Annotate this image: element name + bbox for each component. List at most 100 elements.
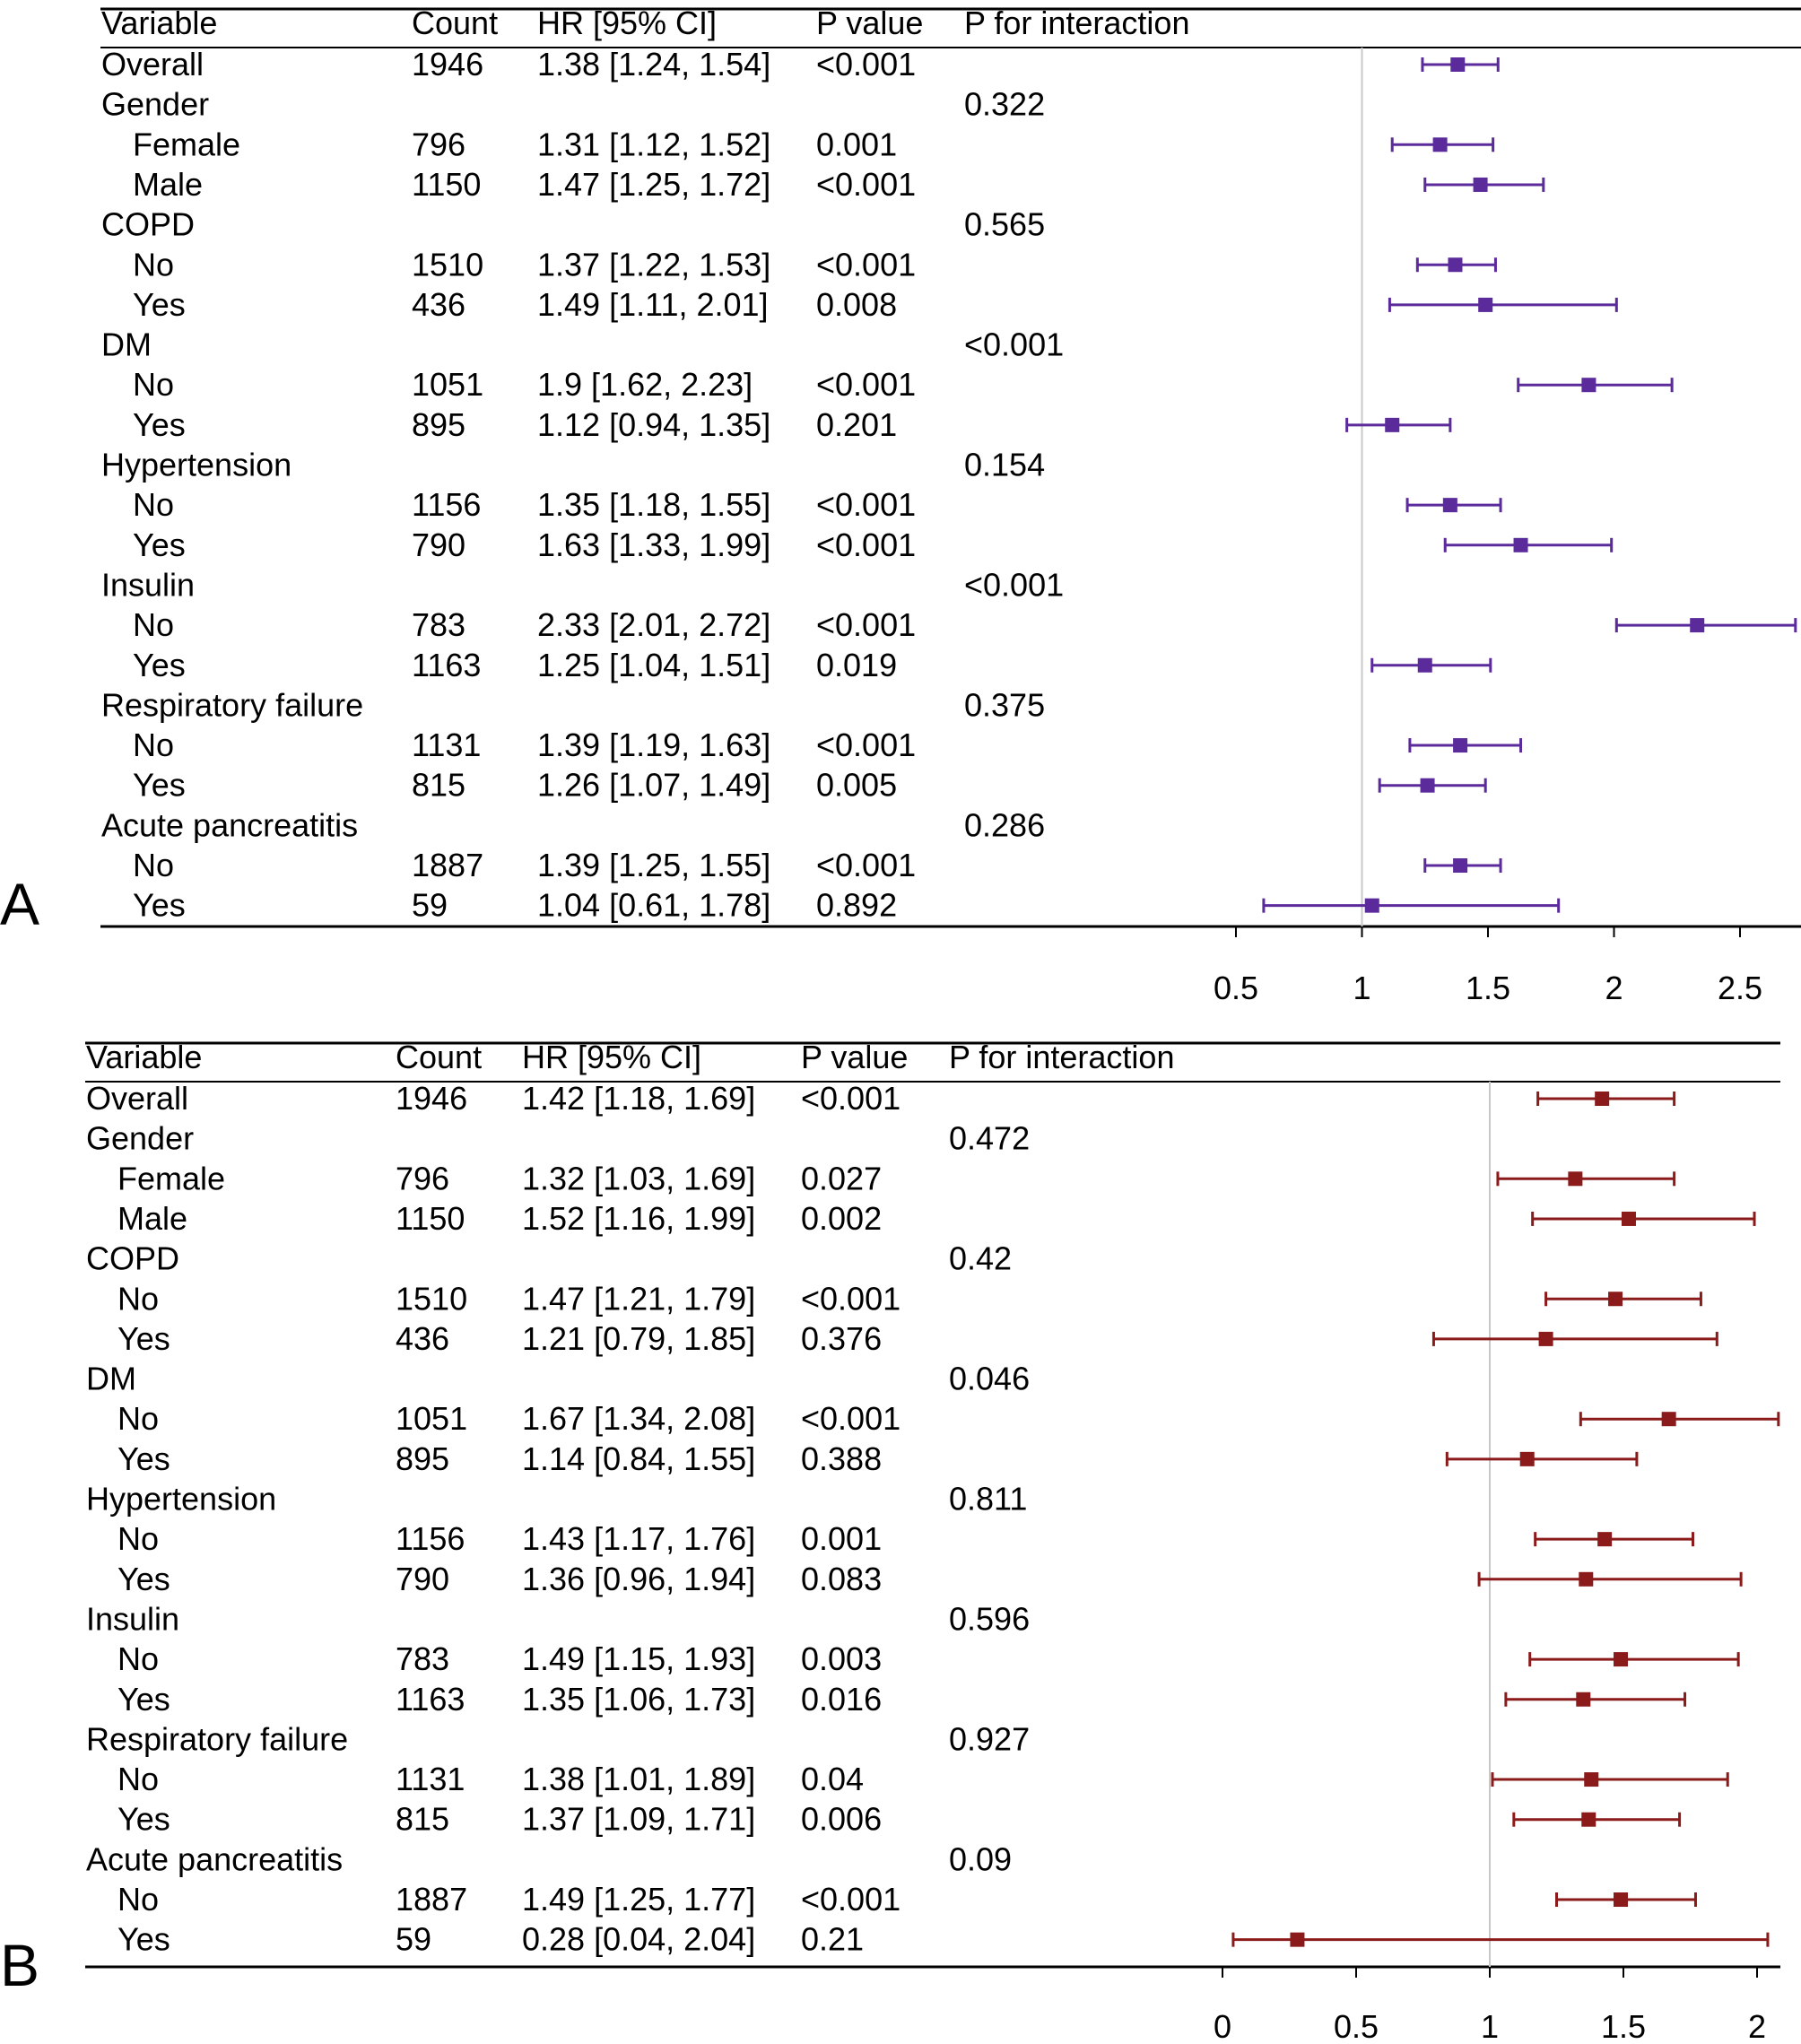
row-hr-ci: 1.25 [1.04, 1.51] — [537, 647, 770, 683]
row-count: 1946 — [412, 46, 483, 83]
row-label: Insulin — [86, 1600, 179, 1637]
row-hr-ci: 1.37 [1.09, 1.71] — [522, 1801, 755, 1838]
x-tick-label: 1 — [1353, 970, 1370, 1006]
row-hr-ci: 1.52 [1.16, 1.99] — [522, 1200, 755, 1237]
row-label: Gender — [101, 86, 209, 123]
row-label: Overall — [86, 1080, 188, 1117]
hr-point — [1478, 297, 1493, 312]
row-p-value: 0.376 — [801, 1320, 882, 1357]
hr-point — [1417, 657, 1432, 673]
row-p-interaction: 0.322 — [964, 86, 1045, 123]
hr-point — [1579, 1571, 1594, 1587]
row-count: 1510 — [412, 246, 483, 283]
row-label: No — [117, 1280, 159, 1317]
hr-point — [1595, 1092, 1610, 1106]
row-count: 1051 — [412, 366, 483, 403]
row-p-value: 0.388 — [801, 1440, 882, 1477]
header-variable: Variable — [101, 4, 217, 41]
row-label: Yes — [133, 887, 186, 924]
row-label: Respiratory failure — [86, 1720, 348, 1757]
row-count: 815 — [412, 767, 465, 804]
hr-point — [1621, 1211, 1636, 1226]
row-count: 1131 — [396, 1761, 465, 1797]
row-label: Insulin — [101, 566, 195, 603]
row-label: No — [117, 1881, 159, 1918]
row-label: Overall — [101, 46, 204, 83]
forest-plot-a-svg: Variable Count HR [95% CI] P value P for int… — [100, 4, 1801, 1006]
row-count: 59 — [412, 887, 448, 924]
row-label: Yes — [133, 526, 186, 563]
row-p-value: 0.002 — [801, 1200, 882, 1237]
row-hr-ci: 1.43 [1.17, 1.76] — [522, 1520, 755, 1557]
row-label: Female — [117, 1160, 225, 1196]
x-tick-label: 1.5 — [1601, 2008, 1646, 2044]
row-p-interaction: 0.286 — [964, 806, 1045, 843]
row-p-value: 0.201 — [816, 406, 897, 443]
row-p-interaction: <0.001 — [964, 326, 1064, 363]
row-label: Gender — [86, 1120, 194, 1157]
hr-point — [1385, 417, 1400, 432]
hr-point — [1453, 738, 1468, 753]
hr-point — [1608, 1292, 1623, 1307]
header-p-interaction: P for interaction — [949, 1039, 1174, 1075]
row-p-interaction: 0.927 — [949, 1720, 1030, 1757]
row-p-interaction: 0.596 — [949, 1600, 1030, 1637]
row-label: No — [117, 1761, 159, 1797]
row-p-interaction: 0.42 — [949, 1240, 1012, 1277]
hr-point — [1448, 257, 1463, 273]
row-hr-ci: 1.26 [1.07, 1.49] — [537, 767, 770, 804]
row-hr-ci: 1.67 [1.34, 2.08] — [522, 1400, 755, 1437]
x-tick-label: 0 — [1214, 2008, 1231, 2044]
row-hr-ci: 1.49 [1.11, 2.01] — [537, 286, 769, 323]
row-count: 1150 — [412, 166, 481, 203]
row-count: 790 — [412, 526, 465, 563]
hr-point — [1614, 1652, 1629, 1667]
row-count: 895 — [412, 406, 465, 443]
x-tick-label: 2 — [1605, 970, 1623, 1006]
row-p-value: 0.016 — [801, 1681, 882, 1718]
forest-plot-panel-b: Variable Count HR [95% CI] P value P for int… — [0, 1039, 1801, 2044]
header-p-interaction: P for interaction — [964, 4, 1189, 41]
row-label: No — [133, 726, 174, 763]
row-hr-ci: 1.32 [1.03, 1.69] — [522, 1160, 755, 1196]
row-label: Male — [133, 166, 203, 203]
row-label: Yes — [117, 1440, 170, 1477]
x-tick-label: 1.5 — [1466, 970, 1510, 1006]
row-label: No — [133, 486, 174, 523]
row-count: 1163 — [412, 647, 481, 683]
row-count: 796 — [396, 1160, 449, 1196]
hr-point — [1290, 1932, 1305, 1947]
row-count: 436 — [396, 1320, 449, 1357]
row-p-value: 0.019 — [816, 647, 897, 683]
row-p-value: 0.006 — [801, 1801, 882, 1838]
row-p-value: <0.001 — [816, 847, 916, 883]
hr-point — [1442, 498, 1457, 513]
row-hr-ci: 1.9 [1.62, 2.23] — [537, 366, 753, 403]
row-hr-ci: 1.21 [0.79, 1.85] — [522, 1320, 755, 1357]
hr-point — [1690, 618, 1705, 633]
header-p-value: P value — [816, 4, 923, 41]
hr-point — [1661, 1412, 1676, 1427]
row-p-value: <0.001 — [816, 486, 916, 523]
row-p-value: 0.001 — [801, 1520, 882, 1557]
row-hr-ci: 1.39 [1.19, 1.63] — [537, 726, 770, 763]
row-label: Yes — [133, 286, 186, 323]
hr-point — [1568, 1171, 1583, 1187]
row-hr-ci: 1.36 [0.96, 1.94] — [522, 1561, 755, 1597]
row-hr-ci: 2.33 [2.01, 2.72] — [537, 606, 770, 643]
row-count: 783 — [396, 1640, 449, 1677]
row-label: Acute pancreatitis — [101, 806, 358, 843]
header-p-value: P value — [801, 1039, 908, 1075]
row-count: 796 — [412, 126, 465, 162]
header-hr-ci: HR [95% CI] — [522, 1039, 701, 1075]
row-p-interaction: 0.046 — [949, 1361, 1030, 1397]
row-label: COPD — [101, 206, 195, 243]
row-p-value: 0.001 — [816, 126, 897, 162]
header-count: Count — [396, 1039, 482, 1075]
row-hr-ci: 1.42 [1.18, 1.69] — [522, 1080, 755, 1117]
panel-label-b: B — [0, 1932, 40, 1998]
forest-plot-b-svg: Variable Count HR [95% CI] P value P for int… — [85, 1039, 1780, 2044]
row-label: Respiratory failure — [101, 686, 363, 723]
row-label: Hypertension — [101, 447, 291, 483]
row-label: Yes — [133, 647, 186, 683]
